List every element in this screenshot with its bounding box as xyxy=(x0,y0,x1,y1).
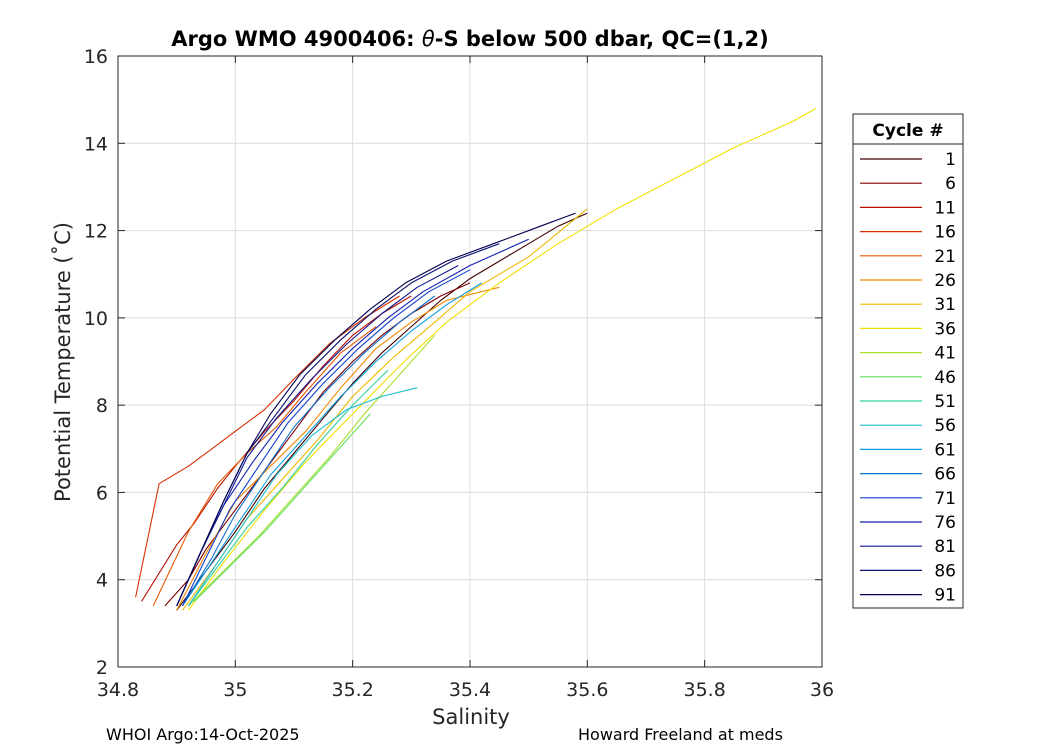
series-line-cycle-61 xyxy=(182,282,482,607)
legend-label-1: 1 xyxy=(945,150,956,170)
legend-label-41: 41 xyxy=(934,344,956,364)
series-line-cycle-56 xyxy=(187,387,418,607)
legend-label-56: 56 xyxy=(934,416,956,436)
series-line-cycle-11 xyxy=(141,295,412,602)
legend-box xyxy=(852,113,964,609)
legend-label-31: 31 xyxy=(934,295,956,315)
legend-label-36: 36 xyxy=(934,319,956,339)
x-tick-label: 35.2 xyxy=(332,679,374,701)
y-tick-label: 12 xyxy=(84,221,108,243)
series-line-cycle-81 xyxy=(176,265,459,607)
x-tick-label: 35.8 xyxy=(684,679,726,701)
x-axis-label: Salinity xyxy=(432,705,510,729)
y-tick-label: 14 xyxy=(84,133,108,155)
legend-label-21: 21 xyxy=(934,247,956,267)
series-line-cycle-21 xyxy=(152,326,377,607)
legend-label-16: 16 xyxy=(934,223,956,243)
series-layer xyxy=(135,107,817,611)
series-line-cycle-16 xyxy=(135,295,400,598)
series-line-cycle-46 xyxy=(193,413,371,602)
series-line-cycle-36 xyxy=(187,107,817,611)
legend-title: Cycle # xyxy=(872,121,943,141)
x-tick-label: 34.8 xyxy=(97,679,139,701)
axis-ticks: 34.8 35 35.2 35.4 35.6 35.8 36 2 4 6 8 10 12 14 16 xyxy=(84,46,834,701)
series-line-cycle-91 xyxy=(176,212,576,607)
legend-label-26: 26 xyxy=(934,271,956,291)
y-tick-label: 6 xyxy=(96,482,108,504)
y-tick-label: 10 xyxy=(84,308,108,330)
legend-label-51: 51 xyxy=(934,392,956,412)
legend-label-61: 61 xyxy=(934,440,956,460)
chart-title: Argo WMO 4900406: θ-S below 500 dbar, QC… xyxy=(171,27,768,51)
series-line-cycle-51 xyxy=(187,369,389,607)
x-tick-label: 35.6 xyxy=(566,679,608,701)
legend-label-91: 91 xyxy=(934,586,956,606)
legend-label-6: 6 xyxy=(945,174,956,194)
x-tick-label: 35 xyxy=(223,679,247,701)
footer-credit-right: Howard Freeland at meds xyxy=(578,725,783,744)
series-line-cycle-66 xyxy=(182,295,436,607)
x-tick-label: 36 xyxy=(810,679,834,701)
legend-label-11: 11 xyxy=(934,198,956,218)
y-tick-label: 16 xyxy=(84,46,108,68)
legend-label-76: 76 xyxy=(934,513,956,533)
legend-label-86: 86 xyxy=(934,561,956,581)
series-line-cycle-6 xyxy=(164,282,471,607)
legend-label-71: 71 xyxy=(934,489,956,509)
footer-credit-left: WHOI Argo:14-Oct-2025 xyxy=(106,725,300,744)
x-tick-label: 35.4 xyxy=(449,679,491,701)
legend-label-46: 46 xyxy=(934,368,956,388)
y-axis-label: Potential Temperature (˚C) xyxy=(51,222,75,502)
series-line-cycle-71 xyxy=(182,269,471,607)
series-line-cycle-1 xyxy=(176,212,588,611)
series-line-cycle-41 xyxy=(188,334,436,607)
legend-label-66: 66 xyxy=(934,465,956,485)
y-tick-label: 8 xyxy=(96,395,108,417)
legend: Cycle # 16111621263136414651566166717681… xyxy=(852,113,964,609)
y-tick-label: 2 xyxy=(96,657,108,679)
y-tick-label: 4 xyxy=(96,570,108,592)
legend-label-81: 81 xyxy=(934,537,956,557)
